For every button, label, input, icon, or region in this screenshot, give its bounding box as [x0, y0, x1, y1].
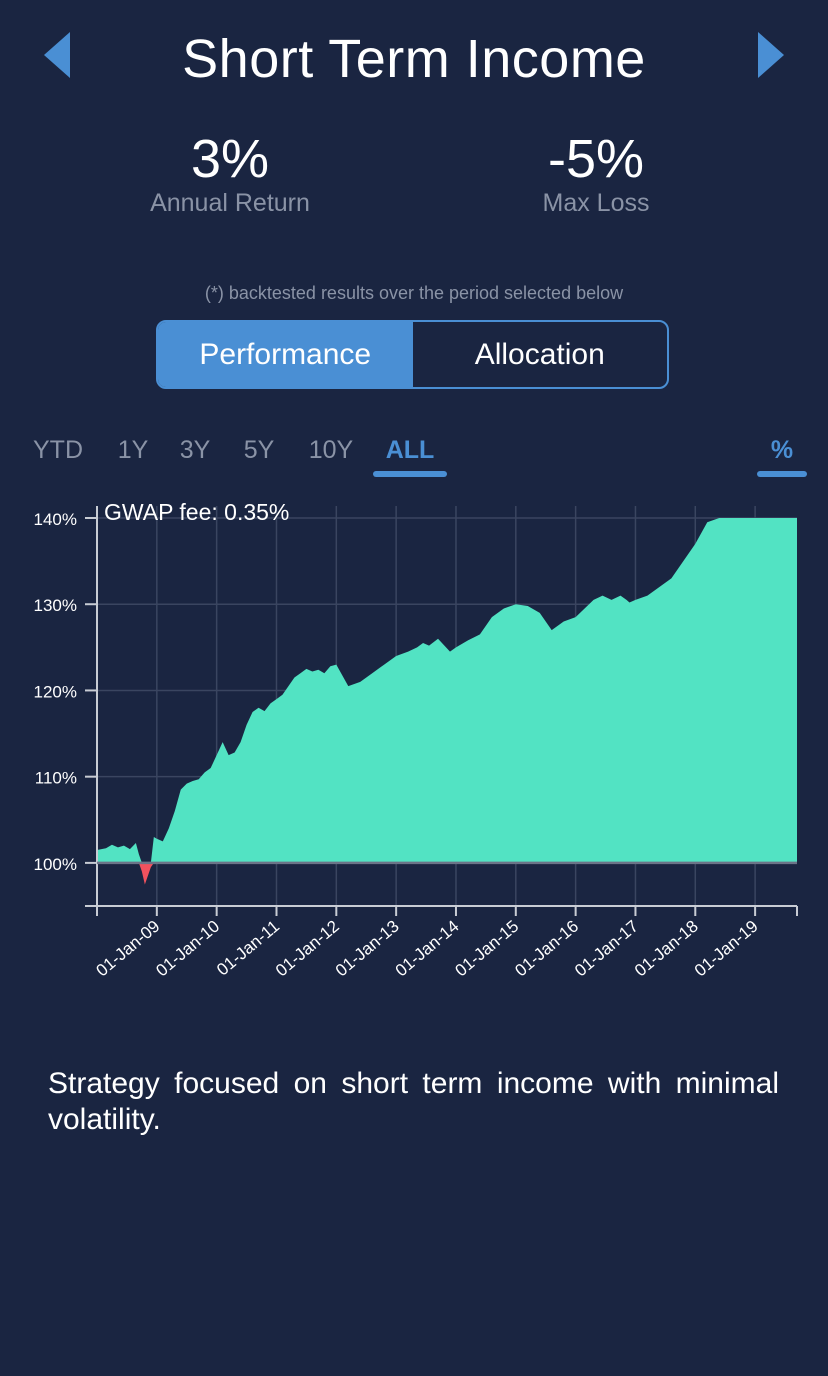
x-tick-label: 01-Jan-10: [152, 917, 223, 981]
x-tick-label: 01-Jan-09: [93, 917, 164, 981]
next-arrow-icon[interactable]: [756, 30, 786, 80]
period-10y[interactable]: 10Y: [308, 436, 354, 464]
backtest-note: (*) backtested results over the period s…: [204, 283, 624, 303]
allocation-tab[interactable]: Allocation: [474, 337, 605, 371]
x-tick-label: 01-Jan-15: [452, 917, 523, 981]
period-selected-indicator: [373, 471, 447, 477]
x-tick-label: 01-Jan-16: [511, 917, 582, 981]
previous-arrow-icon[interactable]: [42, 30, 72, 80]
y-tick-label: 100%: [34, 855, 77, 874]
loss-area: [97, 862, 797, 885]
y-tick-label: 110%: [35, 769, 77, 788]
annual-return-label: Annual Return: [150, 189, 310, 217]
period-5y[interactable]: 5Y: [243, 436, 275, 464]
annual-return-value: 3%: [190, 129, 270, 189]
performance-tab[interactable]: Performance: [158, 322, 413, 387]
period-3y[interactable]: 3Y: [179, 436, 211, 464]
x-tick-label: 01-Jan-12: [272, 917, 343, 981]
percent-toggle[interactable]: %: [770, 436, 794, 464]
y-tick-label: 130%: [34, 596, 77, 615]
page-title: Short Term Income: [182, 29, 646, 89]
x-tick-label: 01-Jan-14: [392, 917, 463, 981]
strategy-description: Strategy focused on short term income wi…: [48, 1067, 779, 1136]
x-tick-label: 01-Jan-18: [631, 917, 702, 981]
y-tick-label: 120%: [34, 682, 77, 701]
period-1y[interactable]: 1Y: [117, 436, 149, 464]
max-loss-label: Max Loss: [542, 189, 650, 217]
max-loss-value: -5%: [547, 129, 645, 189]
x-tick-label: 01-Jan-19: [691, 917, 762, 981]
y-tick-label: 140%: [34, 510, 77, 529]
period-all[interactable]: ALL: [385, 436, 435, 464]
fee-label: GWAP fee: 0.35%: [104, 499, 289, 525]
unit-selected-indicator: [757, 471, 807, 477]
period-ytd[interactable]: YTD: [33, 436, 83, 464]
performance-chart: 100%110%120%130%140%01-Jan-0901-Jan-1001…: [34, 499, 798, 981]
x-tick-label: 01-Jan-17: [571, 917, 642, 981]
x-tick-label: 01-Jan-11: [213, 917, 283, 980]
x-tick-label: 01-Jan-13: [332, 917, 403, 981]
view-toggle: Performance Allocation: [156, 320, 669, 389]
gain-area: [97, 518, 797, 863]
